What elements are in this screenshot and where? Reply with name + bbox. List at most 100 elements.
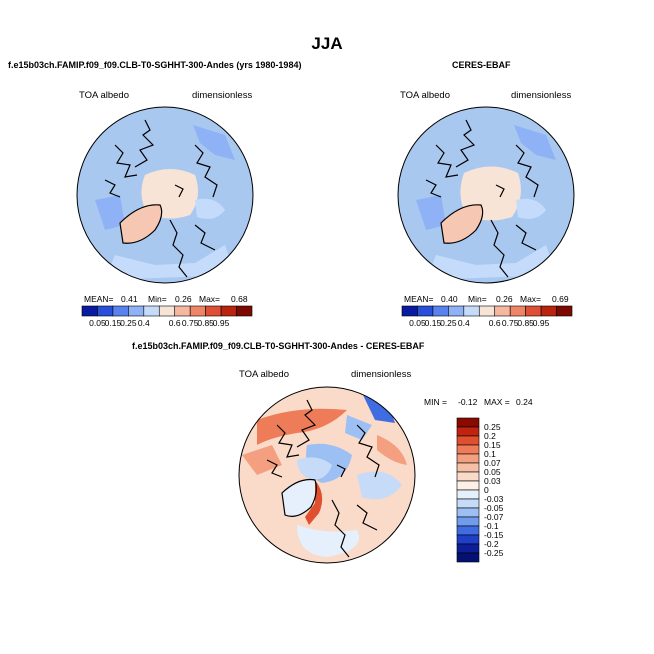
obs-colorbar-cell [463,305,480,317]
obs-cb-label: 0.25 [440,318,457,328]
diff-legend-label: -0.1 [484,521,499,531]
diff-legend-labels: 0.25 0.2 0.15 0.1 0.07 0.05 0.03 0 -0.03… [484,418,524,562]
diff-variable-label: TOA albedo [239,369,290,380]
diff-legend-cell [456,525,480,536]
model-cb-label: 0.4 [137,318,150,328]
model-blue-patch-w [95,195,125,230]
diff-legend-label: 0.25 [484,422,501,432]
model-cb-label: 0.75 [181,318,199,328]
diff-blue-se [357,471,402,500]
diff-legend-cell [456,453,480,464]
model-min-value: 0.26 [175,294,192,304]
obs-colorbar-cell [478,305,496,317]
diff-legend-label: -0.25 [484,548,504,558]
model-map [76,106,254,284]
obs-sea-patch-e [516,198,546,219]
diff-greenland-rim [305,480,323,525]
diff-legend-boxes [456,417,480,563]
diff-legend-cell [456,462,480,473]
diff-legend-label: 0.15 [484,440,501,450]
model-cb-label: 0.95 [212,318,230,328]
model-cb-label: 0.6 [168,318,181,328]
obs-min-label: Min= [468,294,487,304]
model-colorbar-cell [174,305,191,317]
model-sea-patch-e [195,198,225,219]
obs-colorbar-cell [432,305,449,317]
model-colorbar-cell [112,305,129,317]
obs-variable-label: TOA albedo [400,90,451,101]
diff-legend-cell [456,516,480,527]
diff-blue-patch-ne2 [345,415,372,440]
model-cb-label: 0.15 [104,318,122,328]
model-max-value: 0.68 [231,294,248,304]
obs-colorbar-cell [401,305,418,317]
diff-red-east [377,435,407,465]
model-colorbar-labels: 0.05 0.15 0.25 0.4 0.6 0.75 0.85 0.95 [82,318,252,330]
diff-red-band-n [257,408,347,445]
diff-legend-label: 0 [484,485,489,495]
obs-cb-label: 0.4 [457,318,470,328]
diff-legend-cell [456,552,480,563]
diff-legend-cell [456,444,480,455]
obs-blue-patch-w [416,195,446,230]
obs-colorbar-cell [448,305,465,317]
model-mean-value: 0.41 [121,294,138,304]
diff-red-band-w [242,445,282,475]
obs-coastlines [425,119,539,278]
diff-map [238,386,416,564]
obs-panel-title: CERES-EBAF [452,60,511,70]
diff-legend-cell [456,489,480,500]
obs-colorbar-cell [540,305,557,317]
obs-colorbar-cell [509,305,526,317]
model-colorbar-cell [81,305,98,317]
model-colorbar [81,305,253,317]
diff-legend-label: -0.03 [484,494,504,504]
diff-legend-cell [456,507,480,518]
obs-light-patch-s [426,245,556,280]
diff-legend-cell [456,417,480,428]
diff-legend-cell [456,534,480,545]
page-title: JJA [311,34,343,53]
model-units-label: dimensionless [192,90,253,101]
obs-cb-label: 0.05 [409,318,426,328]
obs-blue-patch-ne [514,125,556,160]
obs-colorbar-cell [417,305,434,317]
diff-panel-title: f.e15b03ch.FAMIP.f09_f09.CLB-T0-SGHHT-30… [132,341,425,351]
model-colorbar-cell [189,305,206,317]
model-colorbar-cell [158,305,176,317]
diff-legend-label: 0.03 [484,476,501,486]
obs-cb-label: 0.85 [517,318,534,328]
diff-legend-label: -0.2 [484,539,499,549]
obs-mean-label: MEAN= [404,294,434,304]
diff-legend-label: 0.2 [484,431,496,441]
obs-max-label: Max= [520,294,542,304]
model-mean-label: MEAN= [84,294,114,304]
model-map-border [76,106,254,284]
diff-min-label: MIN = [424,397,447,407]
diff-legend-cell [456,471,480,482]
model-cb-label: 0.05 [89,318,106,328]
model-colorbar-cell [205,305,222,317]
diff-legend-label: 0.07 [484,458,501,468]
diff-legend-cell [456,498,480,509]
model-variable-label: TOA albedo [79,90,130,101]
obs-cb-label: 0.95 [532,318,550,328]
diff-coastlines [266,399,380,558]
model-light-patch-s [105,245,235,280]
obs-max-value: 0.69 [552,294,569,304]
obs-min-value: 0.26 [496,294,513,304]
model-colorbar-cell [220,305,237,317]
obs-colorbar-cell [525,305,542,317]
model-blue-patch-ne [193,125,235,160]
diff-min-value: -0.12 [458,397,478,407]
model-cb-label: 0.85 [197,318,214,328]
obs-map-border [397,106,575,284]
diff-max-label: MAX = [484,397,510,407]
obs-colorbar-cell [556,305,573,317]
model-colorbar-cell [128,305,145,317]
model-cb-label: 0.25 [120,318,137,328]
diff-max-value: 0.24 [516,397,533,407]
obs-mean-value: 0.40 [441,294,458,304]
obs-colorbar [401,305,573,317]
diff-legend-cell [456,543,480,554]
